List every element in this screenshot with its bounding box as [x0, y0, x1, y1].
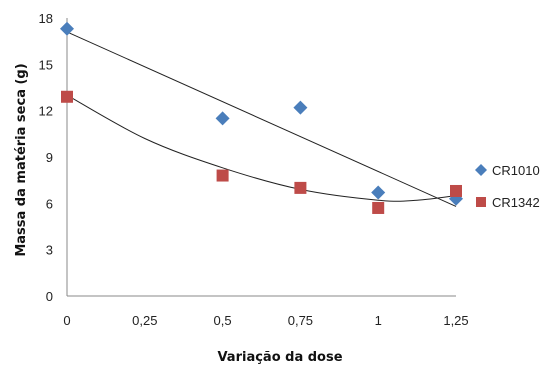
data-points [60, 21, 463, 214]
legend-marker-cr1342 [476, 197, 486, 207]
trendline-cr1010 [66, 31, 457, 207]
point-cr1010 [60, 21, 74, 36]
y-tick-label: 15 [39, 57, 53, 72]
x-tick-label: 0 [63, 313, 70, 328]
y-tick-label: 12 [39, 104, 53, 119]
x-tick-label: 0,75 [288, 313, 313, 328]
legend-marker-cr1010 [475, 164, 487, 176]
point-cr1342 [61, 90, 73, 103]
x-axis-title: Variação da dose [217, 350, 342, 365]
point-cr1010 [371, 185, 386, 200]
x-ticks: 0 0,25 0,5 0,75 1 1,25 [63, 313, 468, 328]
y-tick-label: 9 [46, 150, 53, 165]
trendlines [66, 31, 457, 207]
legend-label: CR1342 [492, 195, 540, 210]
point-cr1342 [294, 181, 307, 194]
point-cr1342 [372, 201, 385, 214]
axes [66, 18, 456, 297]
x-tick-label: 1 [375, 313, 382, 328]
x-tick-label: 0,5 [214, 313, 232, 328]
x-tick-label: 1,25 [443, 313, 468, 328]
point-cr1010 [293, 100, 308, 115]
y-tick-label: 6 [46, 196, 53, 211]
point-cr1342 [450, 184, 462, 197]
y-ticks: 0 3 6 9 12 15 18 [39, 11, 53, 304]
legend-label: CR1010 [492, 163, 540, 178]
y-tick-label: 18 [39, 11, 53, 26]
point-cr1010 [215, 111, 230, 126]
trendline-cr1342 [66, 94, 457, 202]
legend: CR1010 CR1342 [475, 163, 540, 210]
x-tick-label: 0,25 [132, 313, 157, 328]
y-tick-label: 3 [46, 243, 53, 258]
y-tick-label: 0 [46, 289, 53, 304]
y-axis-title: Massa da matéria seca (g) [14, 63, 29, 256]
point-cr1342 [216, 169, 229, 182]
